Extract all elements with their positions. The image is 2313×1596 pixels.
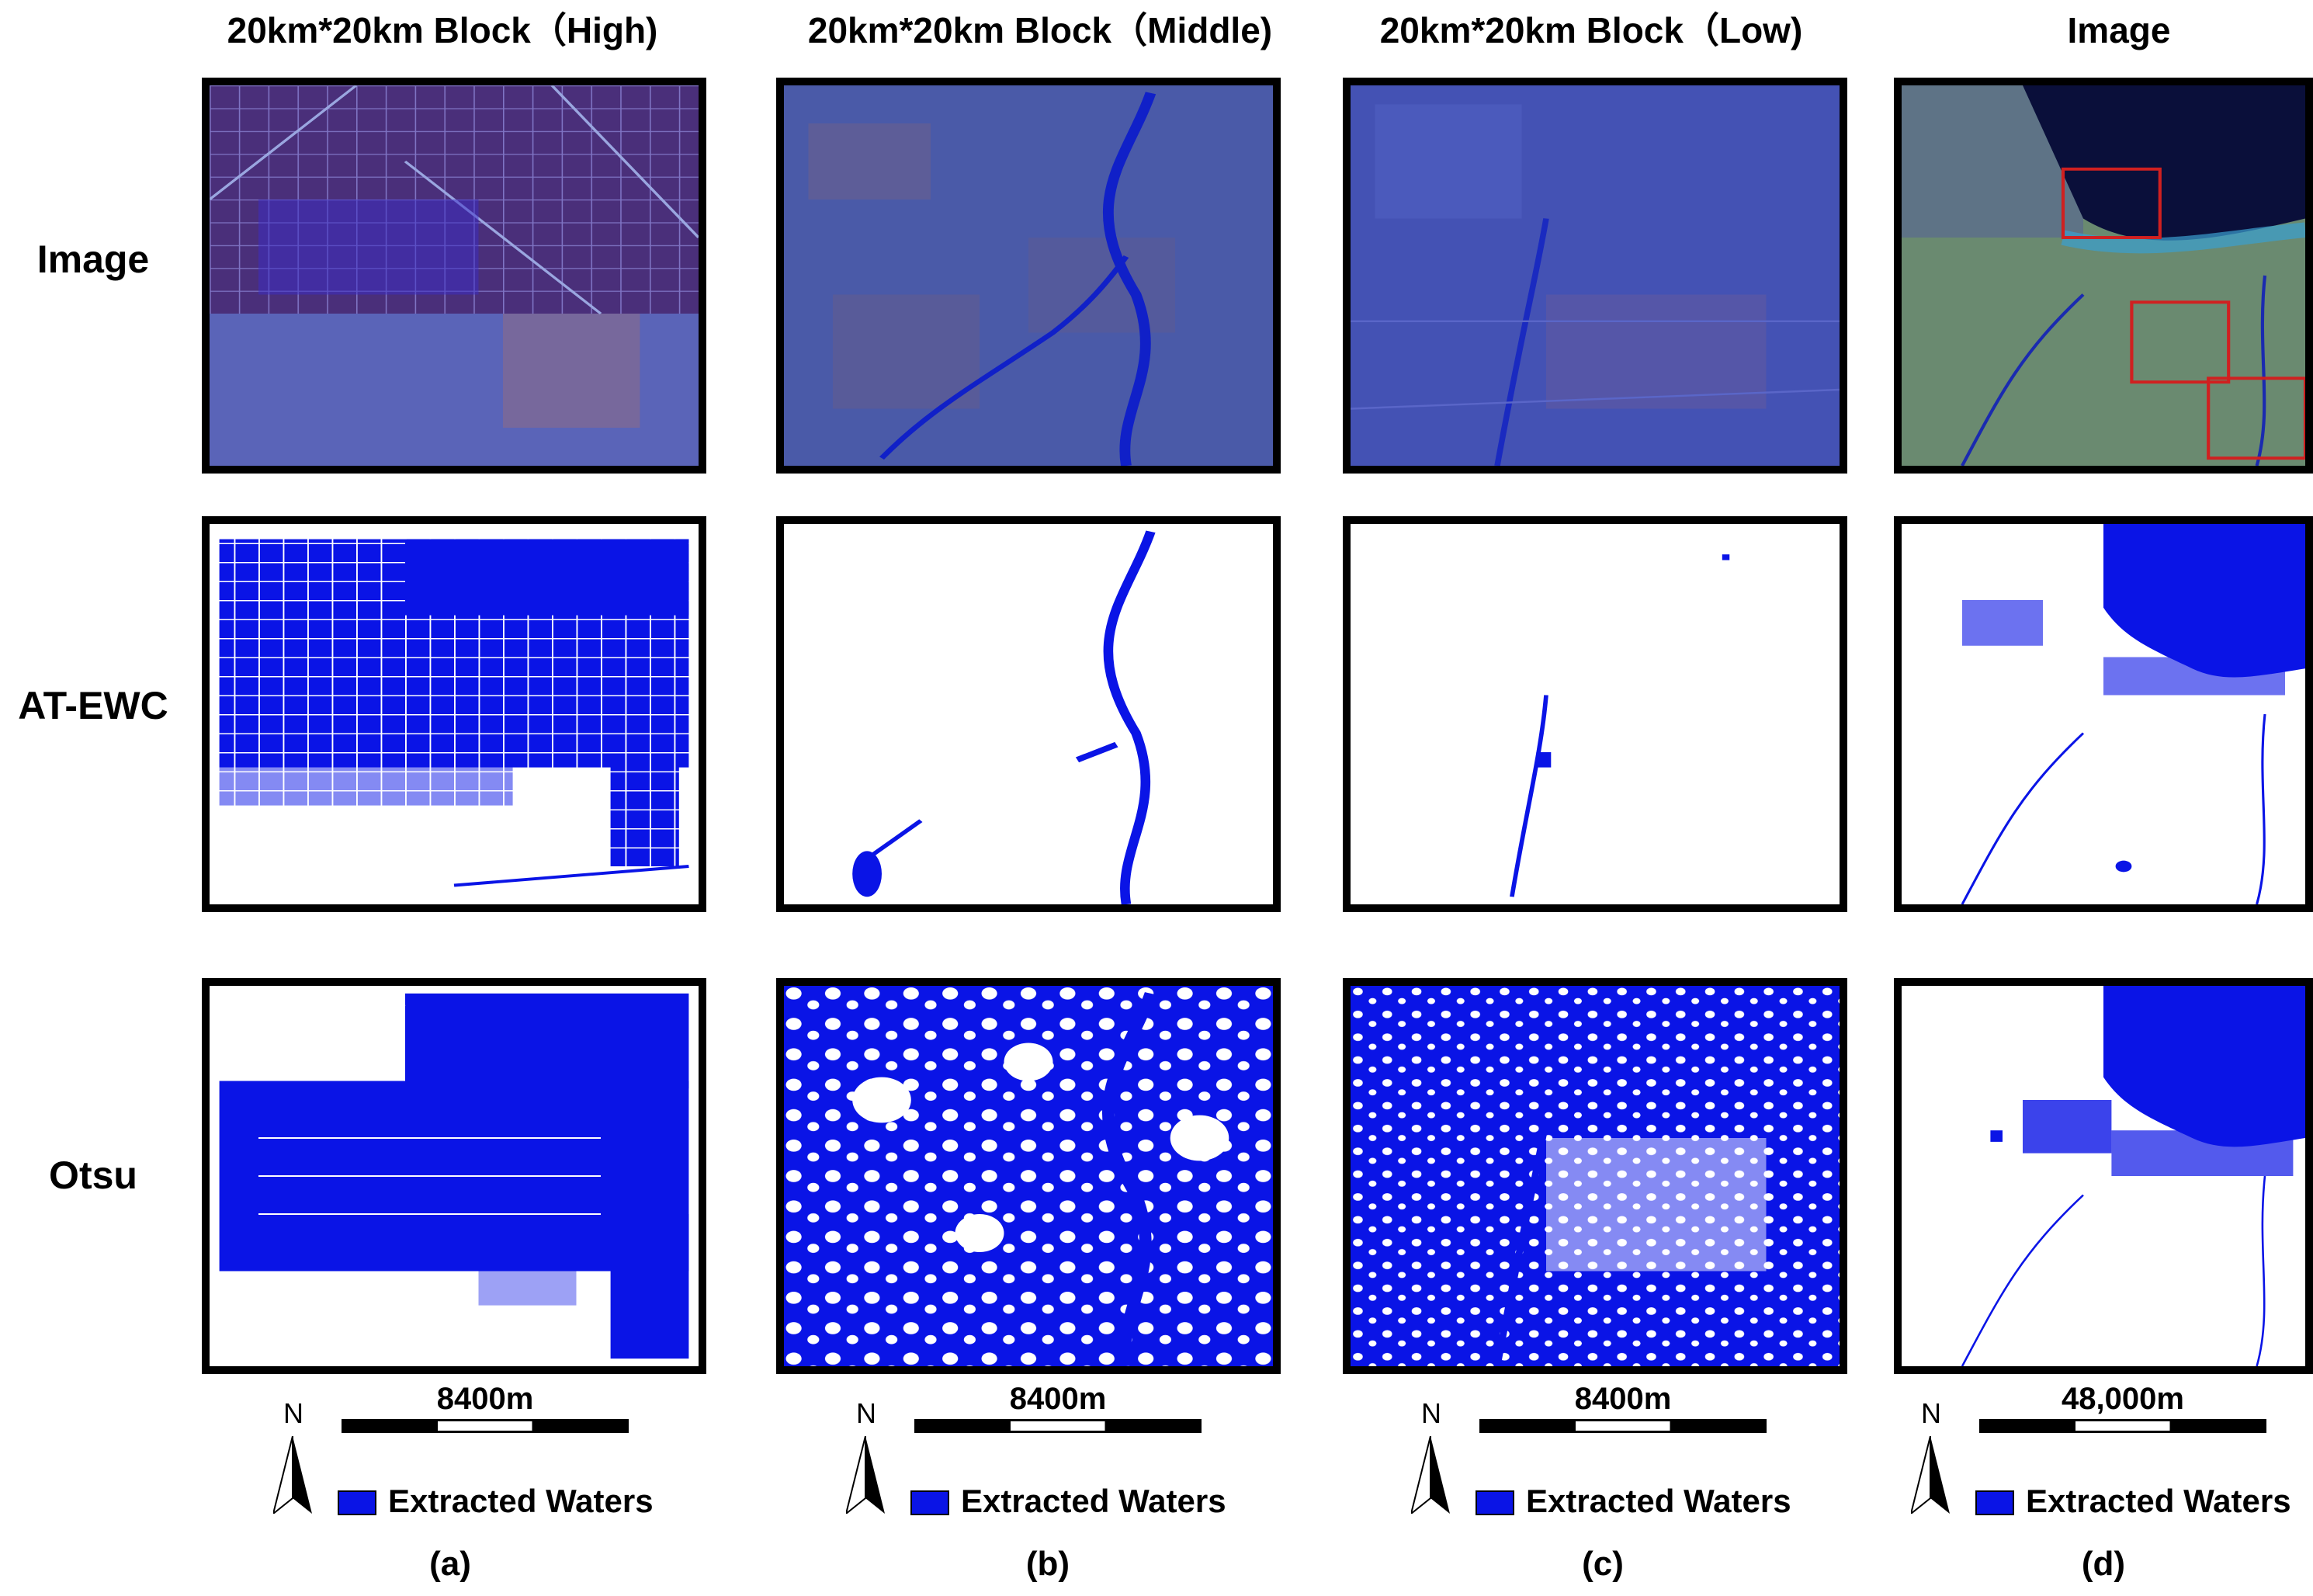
water-map-at-ewc-full xyxy=(1902,524,2305,904)
satellite-image-full xyxy=(1902,85,2305,466)
scale-bar xyxy=(342,1419,629,1433)
panel-at-ewc-full xyxy=(1894,516,2313,912)
satellite-image-low xyxy=(1351,85,1840,466)
scale-distance: 8400m xyxy=(1009,1382,1107,1416)
legend-swatch xyxy=(1975,1490,2014,1515)
legend-label: Extracted Waters xyxy=(1526,1483,1791,1519)
panel-otsu-full xyxy=(1894,978,2313,1374)
scale-bar xyxy=(1479,1419,1767,1433)
panel-otsu-low xyxy=(1343,978,1847,1374)
panel-letter-d: (d) xyxy=(2081,1545,2126,1583)
column-title-high: 20km*20km Block（High) xyxy=(227,10,658,50)
water-map-otsu-high xyxy=(210,986,699,1366)
north-arrow-icon xyxy=(846,1436,885,1514)
water-map-at-ewc-middle xyxy=(784,524,1273,904)
water-map-otsu-middle xyxy=(784,986,1273,1366)
legend-group-a: N 8400m Extracted Waters xyxy=(264,1382,699,1537)
north-label: N xyxy=(1921,1397,1941,1429)
column-title-image: Image xyxy=(2067,10,2171,50)
water-map-at-ewc-high xyxy=(219,539,689,887)
panel-otsu-high xyxy=(202,978,706,1374)
row-label-at-ewc: AT-EWC xyxy=(18,684,168,727)
north-arrow-icon xyxy=(1411,1436,1450,1514)
panel-letter-b: (b) xyxy=(1025,1545,1070,1583)
column-title-middle: 20km*20km Block（Middle) xyxy=(807,10,1273,50)
panel-letter-a: (a) xyxy=(429,1545,471,1583)
scale-distance: 8400m xyxy=(436,1382,534,1416)
highlight-box-middle xyxy=(2130,300,2231,384)
north-label: N xyxy=(856,1397,876,1429)
panel-image-middle xyxy=(776,78,1281,474)
highlight-box-low xyxy=(2207,376,2305,460)
column-title-low: 20km*20km Block（Low) xyxy=(1379,10,1803,50)
panel-image-low xyxy=(1343,78,1847,474)
panel-at-ewc-low xyxy=(1343,516,1847,912)
panel-at-ewc-middle xyxy=(776,516,1281,912)
panel-image-full xyxy=(1894,78,2313,474)
north-arrow-icon xyxy=(273,1436,312,1514)
panel-otsu-middle xyxy=(776,978,1281,1374)
panel-image-high xyxy=(202,78,706,474)
legend-label: Extracted Waters xyxy=(2026,1483,2291,1519)
water-map-otsu-full xyxy=(1902,986,2305,1366)
north-arrow-icon xyxy=(1911,1436,1950,1514)
panel-at-ewc-high xyxy=(202,516,706,912)
scale-distance: 48,000m xyxy=(2062,1382,2184,1416)
legend-label: Extracted Waters xyxy=(388,1483,654,1519)
legend-group-d: N 48,000m Extracted Waters xyxy=(1902,1382,2309,1537)
highlight-box-high xyxy=(2061,167,2162,239)
legend-label: Extracted Waters xyxy=(961,1483,1226,1519)
scale-bar xyxy=(914,1419,1202,1433)
water-map-otsu-low xyxy=(1351,986,1840,1366)
satellite-image-middle xyxy=(784,85,1273,466)
scale-bar xyxy=(1979,1419,2266,1433)
legend-swatch xyxy=(338,1490,376,1515)
legend-group-b: N 8400m Extracted Waters xyxy=(837,1382,1271,1537)
legend-swatch xyxy=(1476,1490,1514,1515)
north-label: N xyxy=(1421,1397,1441,1429)
row-label-image: Image xyxy=(36,238,150,281)
legend-swatch xyxy=(910,1490,949,1515)
satellite-image-high xyxy=(210,85,699,466)
panel-letter-c: (c) xyxy=(1582,1545,1624,1583)
north-label: N xyxy=(283,1397,303,1429)
water-map-at-ewc-low xyxy=(1351,524,1840,904)
legend-group-c: N 8400m Extracted Waters xyxy=(1402,1382,1836,1537)
row-label-otsu: Otsu xyxy=(49,1154,137,1197)
scale-distance: 8400m xyxy=(1574,1382,1672,1416)
